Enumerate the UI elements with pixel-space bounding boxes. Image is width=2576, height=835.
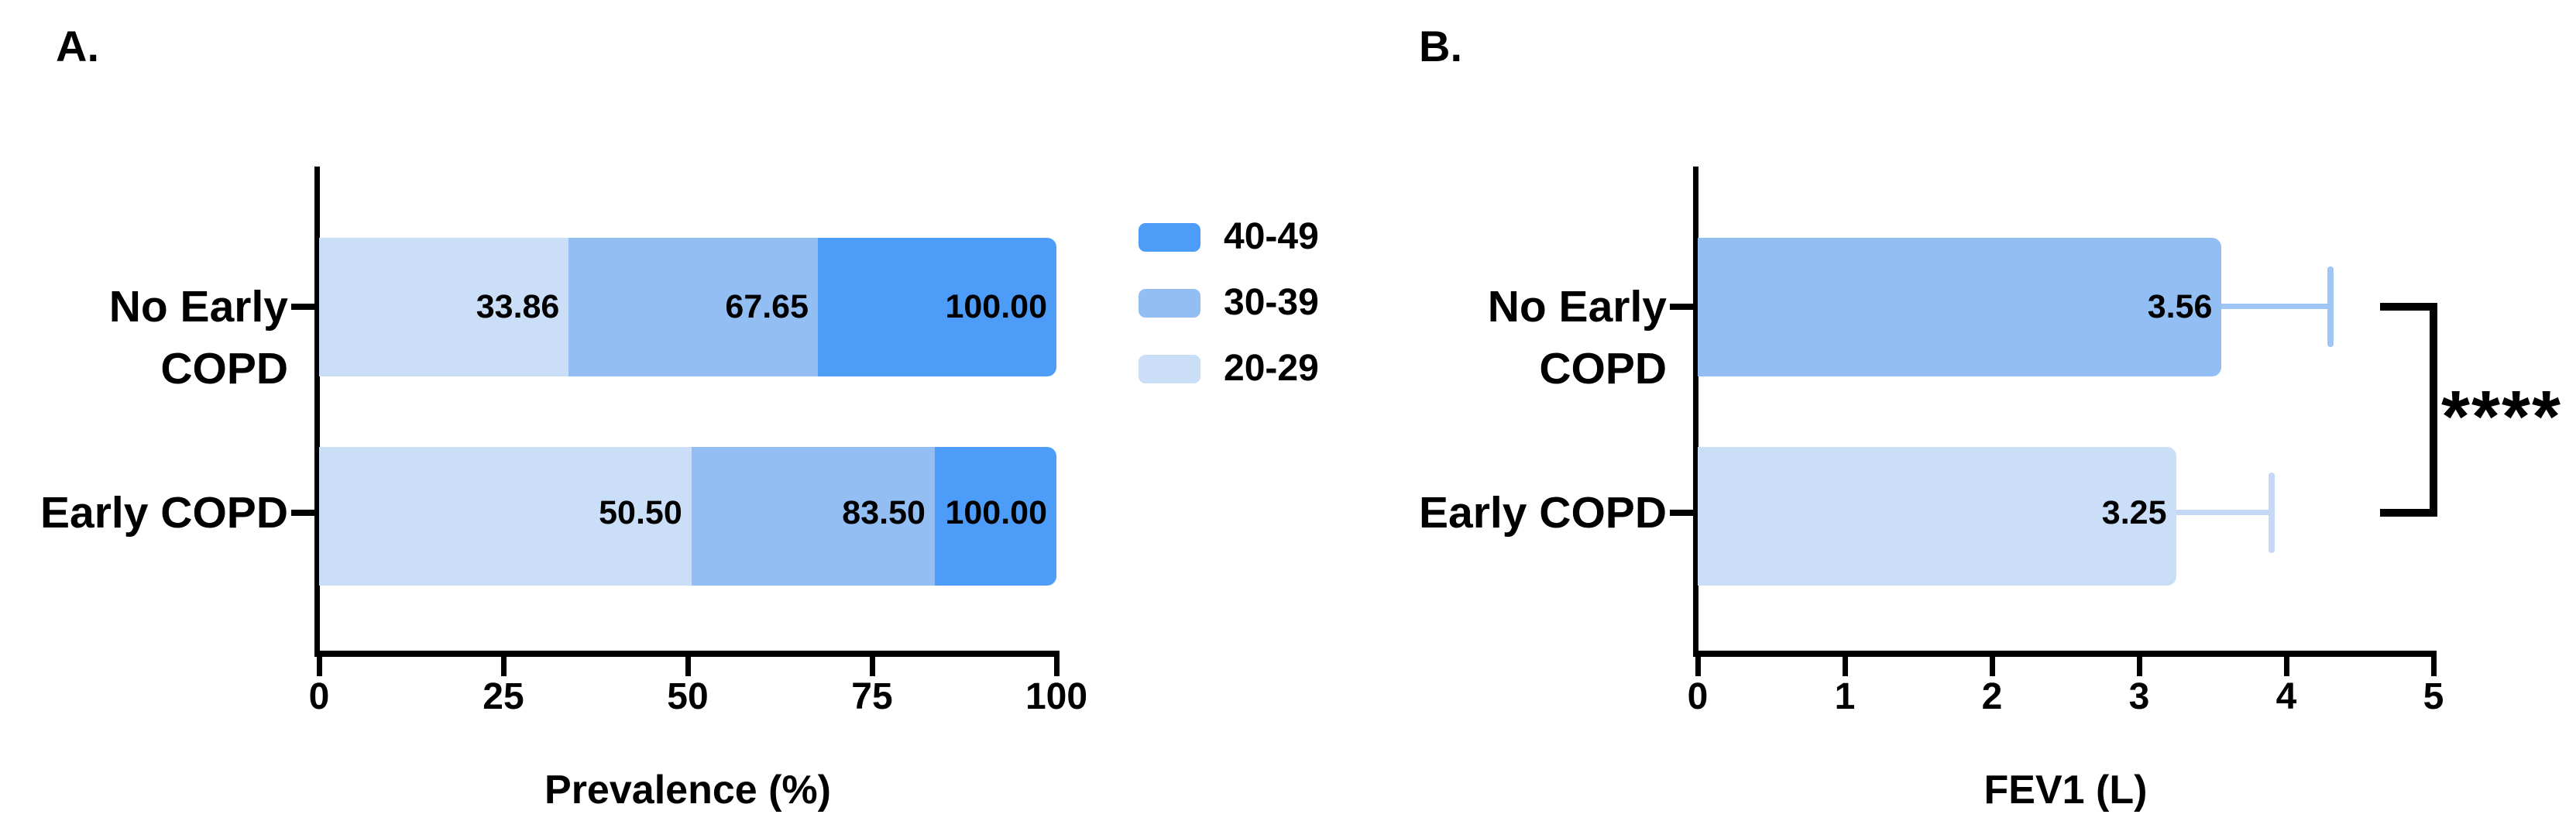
category-label: No Early COPD bbox=[1487, 282, 1667, 393]
bar-segment-20-29 bbox=[319, 238, 569, 376]
x-tick bbox=[317, 657, 322, 676]
bar-value-label: 3.25 bbox=[2101, 494, 2167, 531]
x-tick bbox=[501, 657, 507, 676]
x-tick bbox=[1843, 657, 1848, 676]
x-tick-label: 0 bbox=[308, 676, 330, 717]
significance-bracket-bottom bbox=[2380, 509, 2437, 517]
bar-value-label: 33.86 bbox=[476, 288, 560, 325]
x-tick-label: 100 bbox=[1025, 676, 1088, 717]
panel-b-letter: B. bbox=[1419, 22, 1462, 70]
bar-segment-30-39 bbox=[568, 238, 819, 376]
x-tick-label: 25 bbox=[483, 676, 524, 717]
x-tick bbox=[870, 657, 875, 676]
x-tick bbox=[685, 657, 691, 676]
legend-swatch-30-39 bbox=[1139, 289, 1200, 318]
category-tick bbox=[1670, 510, 1693, 516]
bar-value-label: 67.65 bbox=[725, 288, 809, 325]
category-label: No Early COPD bbox=[108, 282, 288, 393]
x-tick bbox=[2137, 657, 2142, 676]
x-tick-label: 0 bbox=[1687, 676, 1709, 717]
bar-value-label: 100.00 bbox=[945, 494, 1047, 531]
x-tick-label: 1 bbox=[1834, 676, 1856, 717]
bar-segment-40-49 bbox=[934, 447, 1056, 586]
significance-bracket-top bbox=[2380, 303, 2437, 311]
panel-b-x-axis bbox=[1693, 651, 2437, 657]
panel-a-letter: A. bbox=[56, 22, 99, 70]
error-bar-cap bbox=[2269, 472, 2275, 553]
x-tick bbox=[2431, 657, 2437, 676]
bar-segment-40-49 bbox=[818, 238, 1056, 376]
x-tick bbox=[1990, 657, 1995, 676]
panel-b-y-axis bbox=[1693, 167, 1698, 656]
bar-segment-30-39 bbox=[691, 447, 935, 586]
bar-value-label: 3.56 bbox=[2147, 288, 2213, 325]
panel-b-x-axis-title: FEV1 (L) bbox=[1984, 768, 2148, 813]
bar bbox=[1698, 238, 2222, 376]
x-tick-label: 50 bbox=[667, 676, 709, 717]
error-bar-line bbox=[2176, 510, 2272, 515]
bar-value-label: 83.50 bbox=[842, 494, 926, 531]
x-tick-label: 4 bbox=[2275, 676, 2297, 717]
bar-segment-20-29 bbox=[319, 447, 692, 586]
bar bbox=[1698, 447, 2176, 586]
x-tick-label: 75 bbox=[851, 676, 893, 717]
category-label: Early COPD bbox=[40, 488, 288, 538]
category-tick bbox=[291, 510, 314, 516]
x-tick bbox=[2284, 657, 2289, 676]
error-bar-cap bbox=[2327, 266, 2334, 347]
x-tick-label: 2 bbox=[1981, 676, 2003, 717]
panel-a-x-axis bbox=[314, 651, 1060, 657]
significance-bracket-vertical bbox=[2430, 303, 2437, 517]
x-tick bbox=[1054, 657, 1060, 676]
legend-swatch-20-29 bbox=[1139, 355, 1200, 383]
bar-value-label: 100.00 bbox=[945, 288, 1047, 325]
category-tick bbox=[291, 304, 314, 310]
significance-stars: **** bbox=[2441, 376, 2562, 458]
panel-a-x-axis-title: Prevalence (%) bbox=[544, 768, 831, 813]
x-tick-label: 5 bbox=[2423, 676, 2444, 717]
x-tick bbox=[1695, 657, 1701, 676]
panel-a-y-axis bbox=[314, 167, 320, 656]
bar-value-label: 50.50 bbox=[599, 494, 682, 531]
x-tick-label: 3 bbox=[2128, 676, 2150, 717]
legend-label: 40-49 bbox=[1224, 216, 1319, 257]
legend-label: 30-39 bbox=[1224, 282, 1319, 323]
legend-swatch-40-49 bbox=[1139, 223, 1200, 252]
error-bar-line bbox=[2221, 304, 2330, 309]
category-tick bbox=[1670, 304, 1693, 310]
legend-label: 20-29 bbox=[1224, 348, 1319, 389]
category-label: Early COPD bbox=[1419, 488, 1667, 538]
